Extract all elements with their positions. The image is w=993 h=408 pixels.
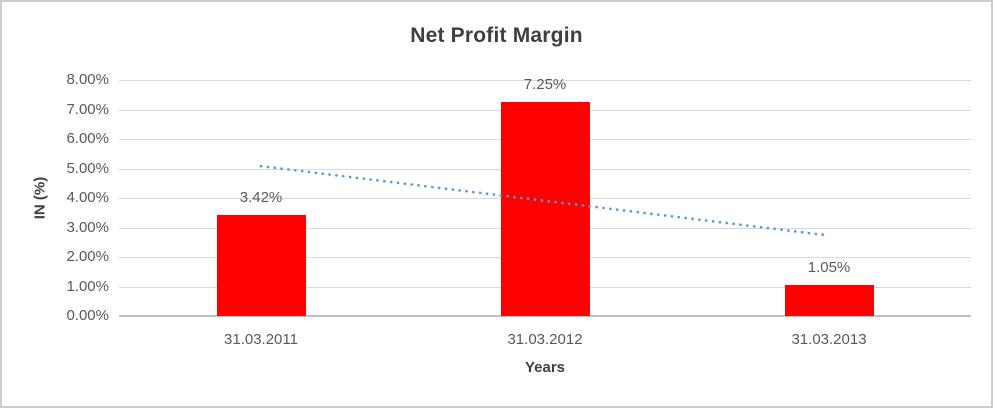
y-tick-label: 0.00% <box>66 307 109 324</box>
y-tick-label: 2.00% <box>66 248 109 265</box>
x-tick-label: 31.03.2011 <box>224 331 298 348</box>
y-tick-label: 5.00% <box>66 159 109 177</box>
y-tick-label: 8.00% <box>66 71 109 88</box>
chart-title: Net Profit Margin <box>410 24 583 47</box>
y-tick-label: 3.00% <box>66 218 109 236</box>
gridline <box>119 80 971 81</box>
bar <box>216 215 306 316</box>
x-tick-label: 31.03.2012 <box>507 331 583 348</box>
bar-data-label: 7.25% <box>523 76 567 94</box>
y-tick-label: 7.00% <box>66 100 109 118</box>
plot-area <box>119 80 971 317</box>
bar <box>784 285 874 316</box>
y-tick-label: 1.00% <box>66 277 109 295</box>
bar-data-label: 1.05% <box>807 259 851 277</box>
x-tick-label: 31.03.2013 <box>791 331 867 348</box>
y-tick-label: 6.00% <box>66 130 109 147</box>
x-axis-title: Years <box>524 359 566 376</box>
y-tick-label: 4.00% <box>66 189 109 206</box>
bar-data-label: 3.42% <box>239 189 283 207</box>
x-axis-line <box>119 315 971 317</box>
bar <box>500 102 590 316</box>
